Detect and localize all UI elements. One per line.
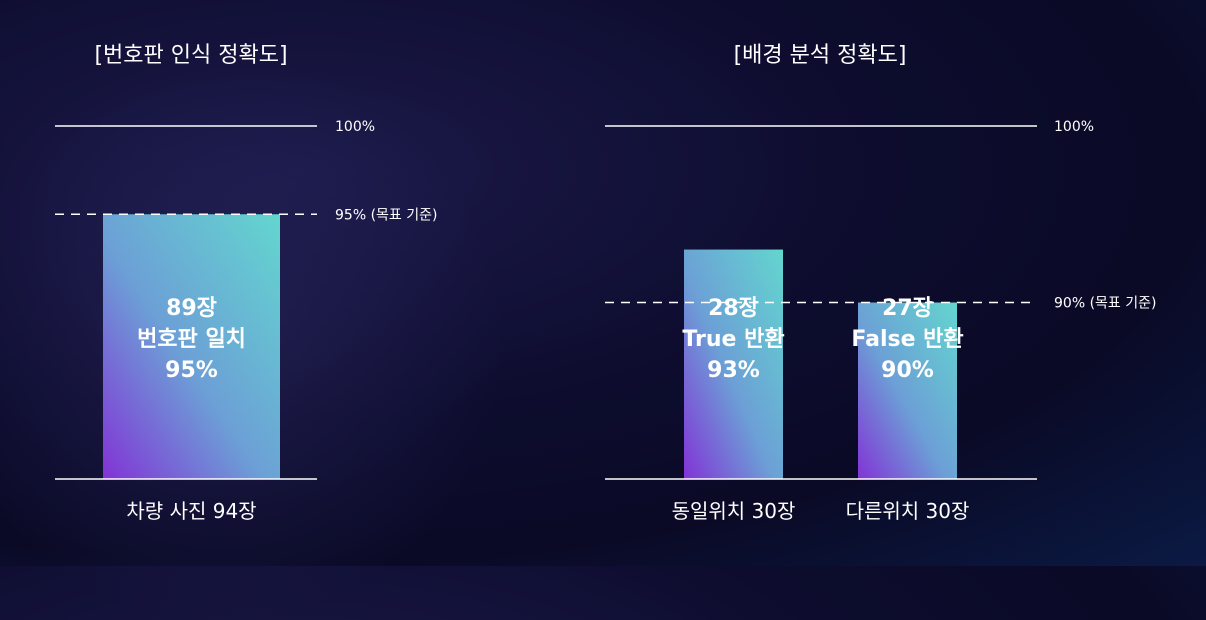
- category-label: 다른위치 30장: [846, 499, 970, 523]
- bar-data-label: 89장: [166, 296, 217, 321]
- bar-data-label: 27장: [882, 296, 933, 321]
- bar-data-label: 28장: [708, 296, 759, 321]
- bar: [684, 249, 783, 479]
- bar: [858, 302, 957, 479]
- reference-line-label: 100%: [1054, 119, 1094, 135]
- bar-data-label: False 반환: [851, 327, 963, 352]
- category-label: 동일위치 30장: [672, 499, 796, 523]
- background-accuracy-chart: [배경 분석 정확도] 28장 True 반환 93% 동일위치 30장 27장 False…: [605, 43, 1156, 523]
- bar-data-label: 93%: [707, 358, 760, 383]
- reference-line-label: 95% (목표 기준): [335, 207, 437, 223]
- bar-data-label: True 반환: [682, 327, 784, 352]
- bar: [103, 214, 280, 479]
- chart-title: [번호판 인식 정확도]: [94, 43, 287, 68]
- bar-data-label: 번호판 일치: [137, 327, 246, 352]
- reference-line-label: 100%: [335, 119, 375, 135]
- category-label: 차량 사진 94장: [126, 499, 256, 523]
- bar-data-label: 90%: [881, 358, 934, 383]
- bar-data-label: 95%: [165, 358, 218, 383]
- reference-line-label: 90% (목표 기준): [1054, 296, 1156, 312]
- chart-title: [배경 분석 정확도]: [734, 43, 907, 68]
